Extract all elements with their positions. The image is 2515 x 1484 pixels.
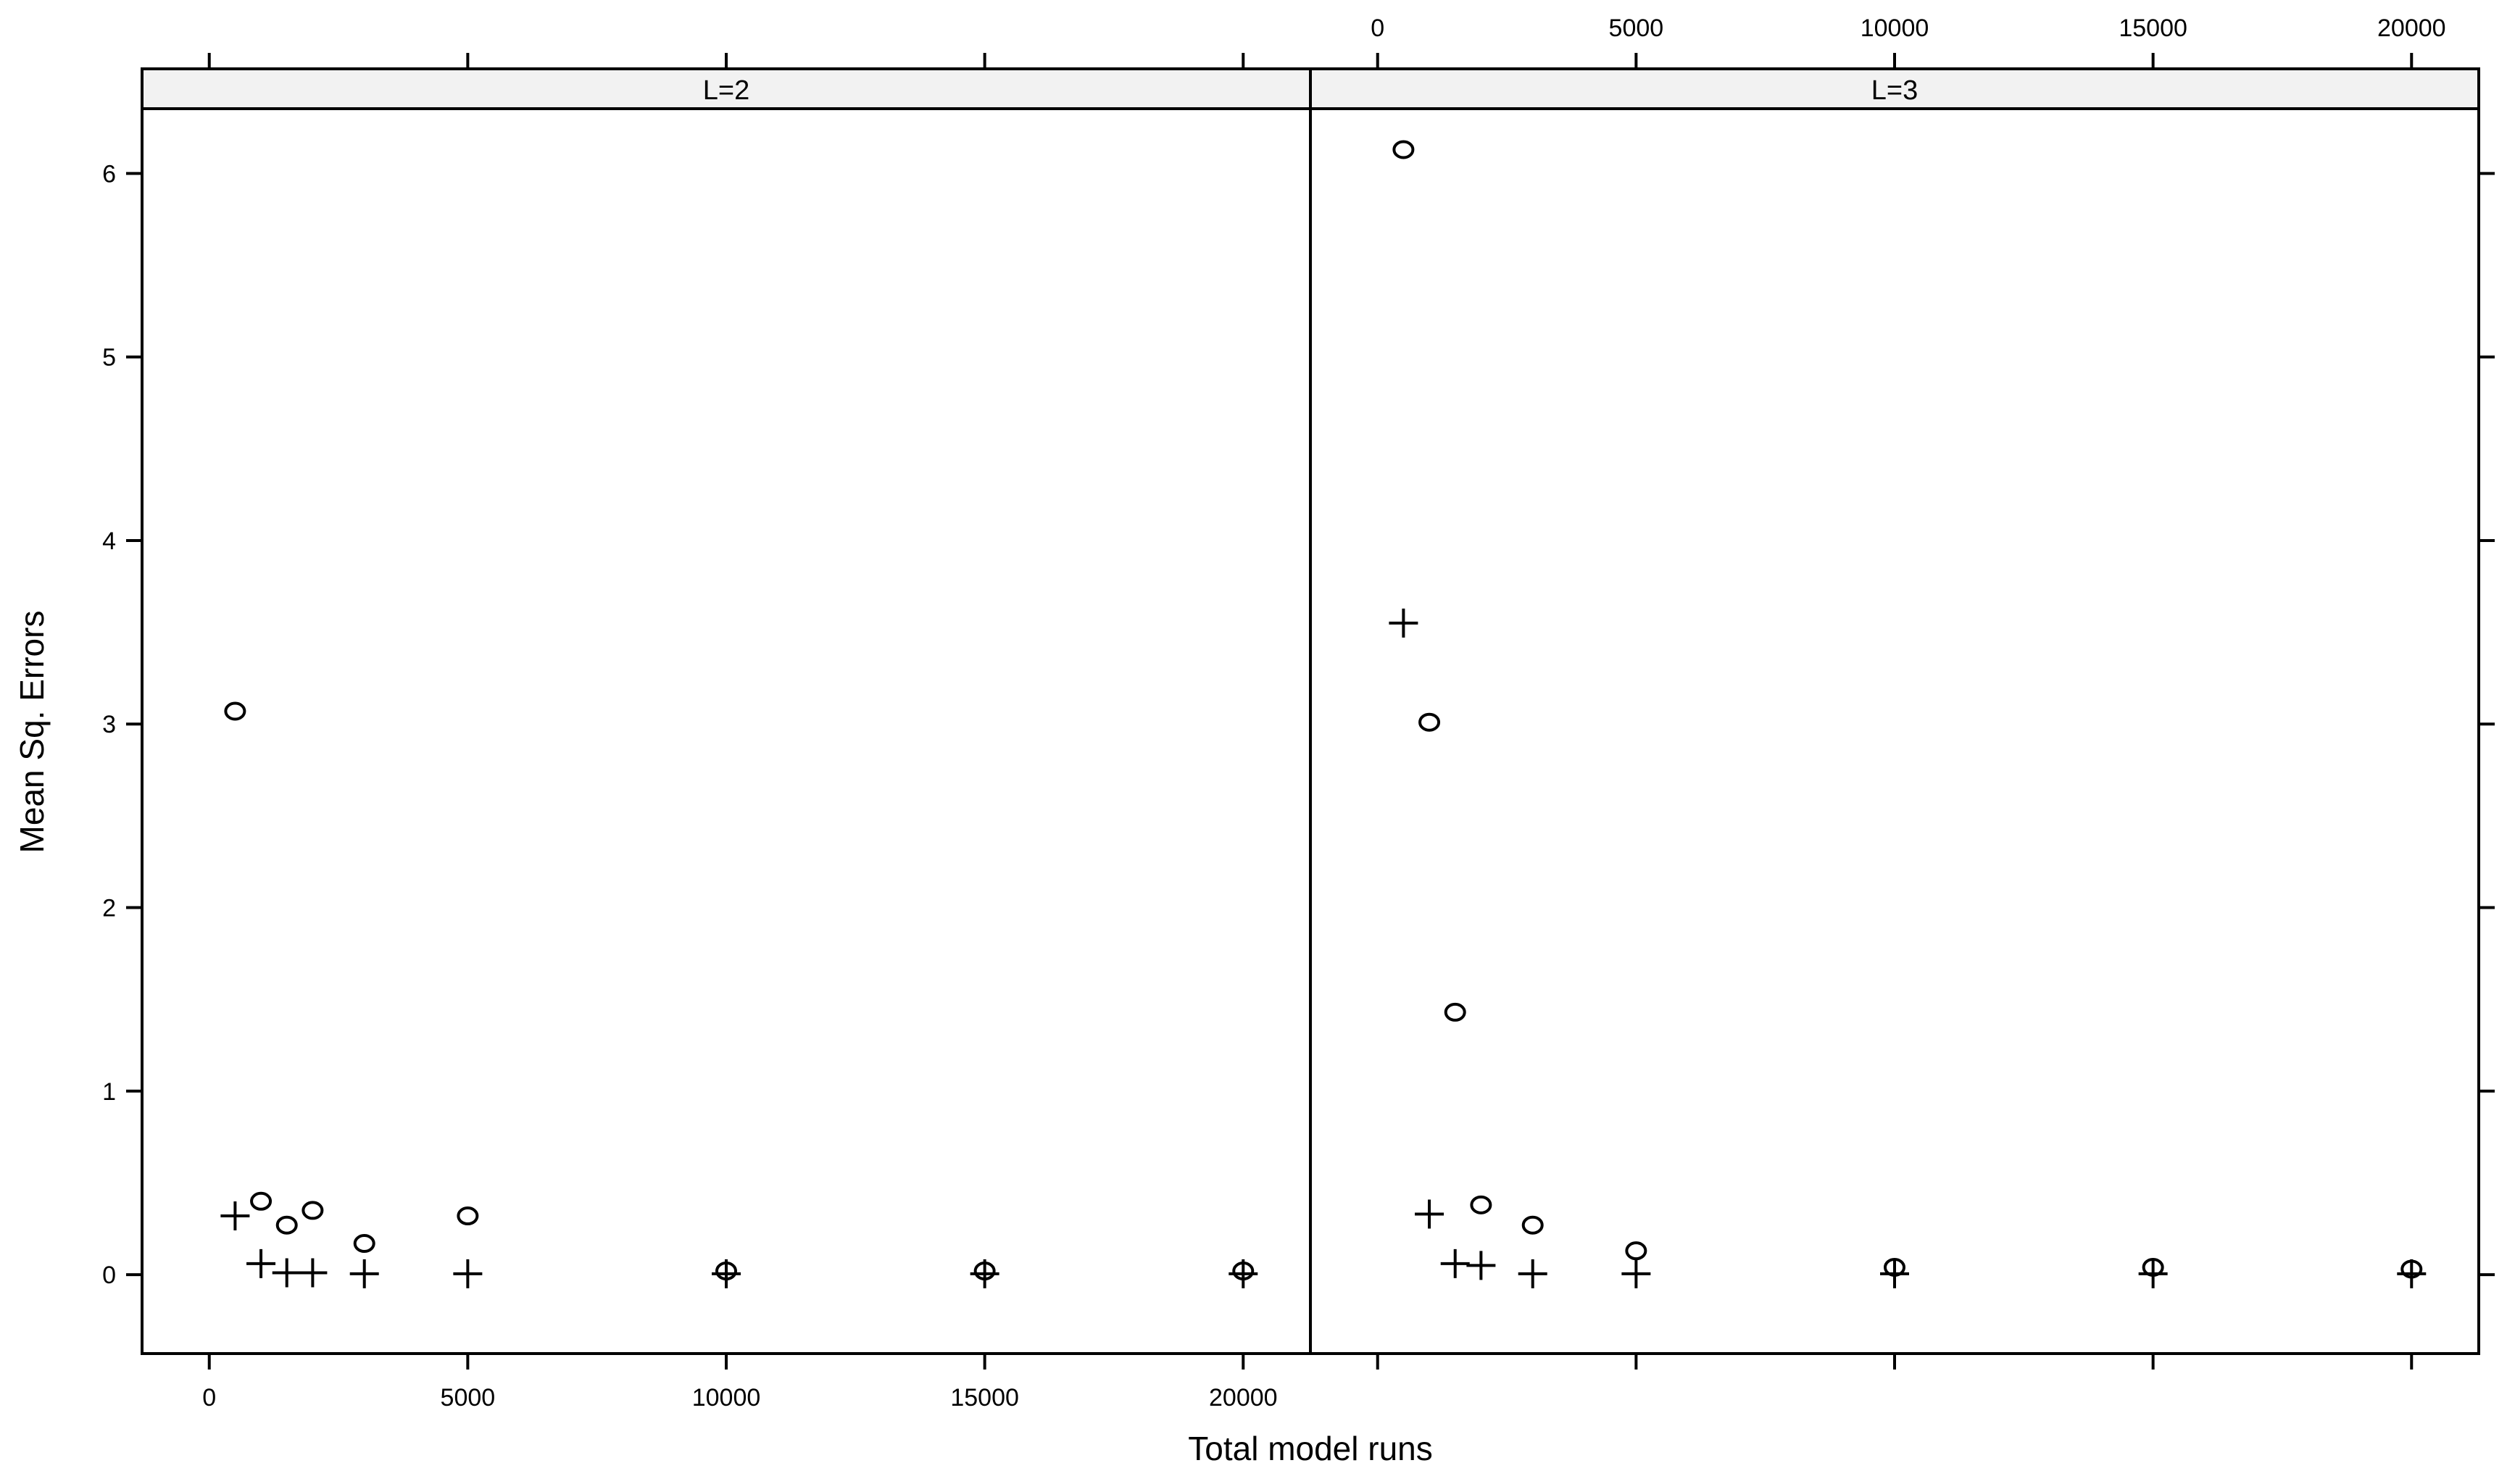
point-plus-p1 [453,1259,483,1288]
point-plus-p2 [2138,1259,2168,1288]
x-axis-title: Total model runs [1188,1430,1433,1467]
y-tick-label: 2 [102,895,116,922]
point-circle-p1 [250,1191,273,1211]
point-plus-p2 [1880,1259,1909,1288]
y-axis-title: Mean Sq. Errors [13,611,51,854]
y-tick-label: 6 [102,160,116,188]
point-circle-p1 [275,1215,298,1235]
x-tick-label: 10000 [1861,14,1929,42]
point-plus-p1 [1229,1259,1258,1288]
y-tick-label: 1 [102,1078,116,1106]
point-plus-p1 [246,1249,276,1278]
y-tick-label: 4 [102,528,116,555]
point-circle-p2 [1418,712,1441,732]
x-tick-label: 5000 [441,1384,496,1412]
point-plus-p1 [349,1259,379,1288]
point-plus-p2 [1466,1251,1496,1280]
point-circle-p2 [1444,1002,1466,1022]
point-plus-p1 [970,1259,999,1288]
x-tick-label: 10000 [692,1384,761,1412]
point-plus-p2 [1621,1259,1651,1288]
point-circle-p2 [1392,140,1415,159]
x-tick-label: 0 [1371,14,1384,42]
x-tick-label: 20000 [2377,14,2446,42]
y-tick-label: 3 [102,711,116,738]
point-circle-p2 [1521,1215,1544,1235]
point-plus-p1 [220,1201,250,1231]
point-plus-p1 [298,1258,328,1288]
point-plus-p2 [1389,608,1418,638]
point-plus-p1 [712,1259,741,1288]
x-tick-label: 5000 [1609,14,1664,42]
strip-label-1: L=2 [703,75,749,106]
point-circle-p2 [1625,1241,1647,1261]
x-tick-label: 15000 [950,1384,1019,1412]
point-plus-p2 [1440,1249,1470,1278]
x-tick-label: 0 [202,1384,216,1412]
y-tick-label: 0 [102,1262,116,1289]
point-circle-p1 [353,1234,375,1254]
point-circle-p1 [457,1206,479,1226]
strip-label-2: L=3 [1871,75,1918,106]
point-plus-p1 [272,1258,302,1288]
point-plus-p2 [2397,1259,2427,1288]
x-tick-label: 20000 [1209,1384,1278,1412]
point-circle-p2 [1470,1195,1492,1214]
point-plus-p2 [1518,1259,1547,1288]
point-circle-p1 [302,1201,324,1220]
y-tick-label: 5 [102,344,116,372]
point-plus-p2 [1415,1199,1444,1229]
point-circle-p1 [224,701,246,721]
x-tick-label: 15000 [2119,14,2187,42]
